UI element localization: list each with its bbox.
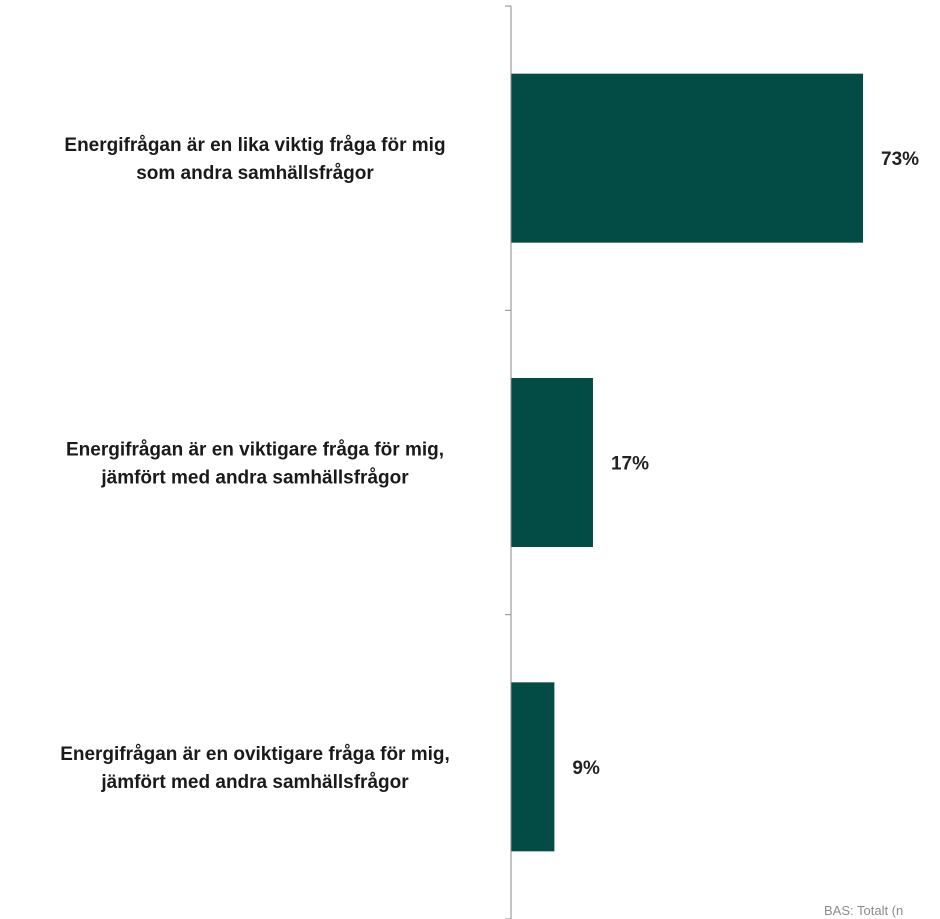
category-label-line: Energifrågan är en lika viktig fråga för…: [64, 135, 445, 156]
category-label-1: Energifrågan är en lika viktig fråga för…: [64, 135, 445, 184]
category-label-line: jämfört med andra samhällsfrågor: [100, 468, 409, 489]
category-labels: Energifrågan är en lika viktig fråga för…: [60, 135, 450, 793]
bar-3: [511, 682, 555, 852]
bar-1: [511, 73, 863, 243]
category-label-3: Energifrågan är en oviktigare fråga för …: [60, 744, 450, 793]
value-label-2: 17%: [611, 454, 649, 475]
category-axis: [505, 5, 512, 919]
value-label-1: 73%: [881, 149, 919, 170]
value-label-3: 9%: [572, 758, 600, 779]
category-label-line: Energifrågan är en oviktigare fråga för …: [60, 744, 450, 765]
category-label-line: Energifrågan är en viktigare fråga för m…: [66, 440, 444, 461]
category-label-line: jämfört med andra samhällsfrågor: [100, 772, 409, 793]
value-labels: 73% 17% 9%: [572, 149, 919, 779]
bar-2: [511, 378, 593, 547]
footnote-text: BAS: Totalt (n: [824, 903, 903, 918]
bars-layer: [511, 73, 863, 852]
category-label-line: som andra samhällsfrågor: [136, 163, 374, 184]
category-label-2: Energifrågan är en viktigare fråga för m…: [66, 440, 444, 489]
